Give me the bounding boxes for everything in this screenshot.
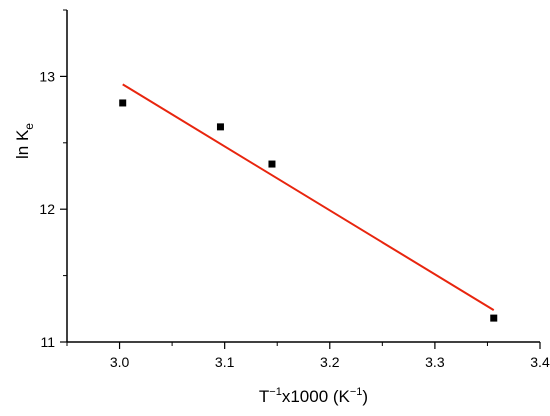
x-axis-label-sup2: −1 (350, 386, 363, 398)
data-point (119, 99, 127, 107)
axes-layer (60, 9, 541, 349)
fit-line (122, 83, 495, 311)
y-tick-label: 13 (39, 68, 55, 84)
x-axis-label-tail: ) (362, 387, 368, 406)
y-axis-label-sub: e (22, 123, 36, 130)
data-point (216, 123, 224, 131)
x-tick-label: 3.3 (425, 354, 445, 370)
points-layer (119, 99, 498, 322)
y-axis-label-base: ln K (13, 129, 32, 159)
data-point (268, 160, 276, 168)
x-axis-label-base: T (259, 387, 269, 406)
y-tick-label: 12 (39, 201, 55, 217)
x-axis-label-mid: x1000 (K (282, 387, 351, 406)
x-tick-label: 3.1 (215, 354, 235, 370)
y-axis-label: ln Ke (13, 123, 36, 159)
x-tick-label: 3.0 (110, 354, 130, 370)
x-axis-label-sup1: −1 (269, 386, 282, 398)
x-axis-label: T−1x1000 (K−1) (259, 386, 368, 406)
x-tick-label: 3.2 (320, 354, 340, 370)
x-tick-label: 3.4 (530, 354, 550, 370)
y-tick-label: 11 (40, 334, 55, 350)
data-point (490, 314, 498, 322)
fit-layer (122, 83, 495, 311)
